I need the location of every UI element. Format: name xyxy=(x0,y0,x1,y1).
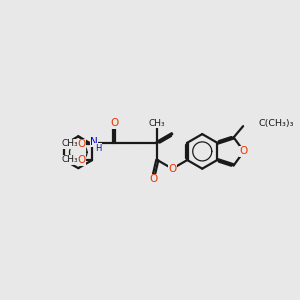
Text: C(CH₃)₃: C(CH₃)₃ xyxy=(259,119,294,128)
Text: O: O xyxy=(77,155,86,165)
Text: CH₃: CH₃ xyxy=(61,139,78,148)
Text: H: H xyxy=(95,143,101,152)
Text: O: O xyxy=(110,118,118,128)
Text: O: O xyxy=(168,164,176,174)
Text: O: O xyxy=(77,139,86,149)
Text: CH₃: CH₃ xyxy=(149,119,166,128)
Text: CH₃: CH₃ xyxy=(61,155,78,164)
Text: O: O xyxy=(150,174,158,184)
Text: N: N xyxy=(90,137,98,147)
Text: O: O xyxy=(240,146,248,156)
